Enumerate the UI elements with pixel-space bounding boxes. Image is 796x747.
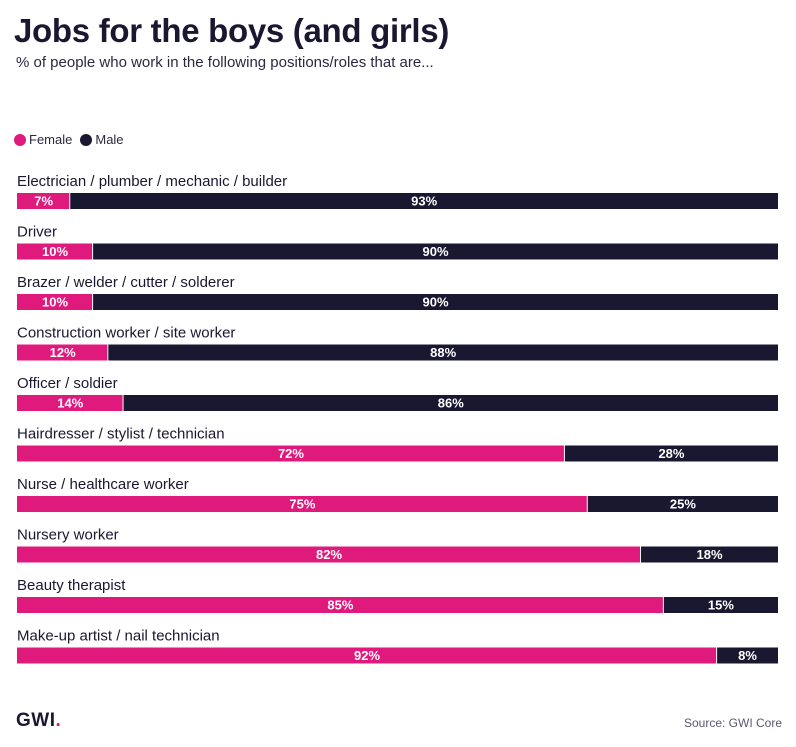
female-bar-segment [17, 546, 641, 563]
female-bar-segment [17, 445, 564, 462]
male-value-label: 88% [430, 345, 456, 360]
male-value-label: 8% [738, 648, 757, 663]
category-label: Hairdresser / stylist / technician [17, 426, 225, 443]
category-label: Beauty therapist [17, 577, 126, 594]
male-bar-segment [93, 243, 779, 260]
gwi-logo: GWI. [16, 710, 61, 732]
female-value-label: 7% [34, 194, 53, 209]
logo-text: GWI [16, 710, 56, 731]
male-value-label: 28% [658, 446, 684, 461]
female-value-label: 10% [42, 244, 68, 259]
male-swatch-icon [80, 133, 93, 146]
chart-title: Jobs for the boys (and girls) [14, 12, 450, 49]
male-bar-segment [123, 395, 779, 411]
male-value-label: 93% [411, 194, 437, 209]
source-note: Source: GWI Core [683, 716, 782, 730]
female-bar-segment [17, 344, 108, 361]
male-value-label: 15% [708, 598, 734, 613]
male-value-label: 86% [438, 396, 464, 411]
chart-subtitle: % of people who work in the following po… [16, 54, 434, 71]
category-label: Make-up artist / nail technician [17, 628, 220, 645]
male-bar-segment [108, 344, 778, 361]
female-swatch-icon [14, 133, 26, 146]
category-label: Brazer / welder / cutter / solderer [17, 274, 235, 291]
female-bar-segment [17, 294, 93, 310]
female-value-label: 92% [354, 648, 380, 663]
male-bar-segment [641, 546, 778, 563]
female-value-label: 10% [42, 295, 68, 310]
legend-item-male: Male [80, 132, 124, 147]
female-value-label: 72% [278, 446, 304, 461]
female-bar-segment [17, 243, 93, 260]
male-bar-segment [70, 193, 778, 209]
logo-dot: . [55, 710, 62, 731]
female-value-label: 12% [50, 345, 76, 360]
category-label: Nursery worker [17, 527, 119, 544]
category-label: Officer / soldier [17, 375, 118, 392]
female-value-label: 14% [57, 396, 83, 411]
category-label: Construction worker / site worker [17, 325, 235, 342]
male-value-label: 25% [670, 497, 696, 512]
female-value-label: 85% [327, 598, 353, 613]
female-bar-segment [17, 647, 717, 664]
female-bar-segment [17, 193, 70, 209]
legend-male-label: Male [95, 132, 124, 147]
legend-female-label: Female [29, 132, 73, 147]
female-value-label: 75% [289, 497, 315, 512]
male-value-label: 90% [423, 244, 449, 259]
male-bar-segment [587, 496, 778, 512]
female-value-label: 82% [316, 547, 342, 562]
male-bar-segment [93, 294, 779, 310]
category-label: Driver [17, 224, 57, 241]
category-label: Electrician / plumber / mechanic / build… [17, 173, 287, 190]
legend-item-female: Female [14, 132, 72, 147]
female-bar-segment [17, 597, 663, 613]
female-bar-segment [17, 395, 123, 411]
male-value-label: 90% [423, 295, 449, 310]
male-bar-segment [717, 647, 778, 664]
female-bar-segment [17, 496, 587, 512]
male-value-label: 18% [696, 547, 722, 562]
category-label: Nurse / healthcare worker [17, 476, 189, 493]
male-bar-segment [564, 445, 778, 462]
male-bar-segment [663, 597, 778, 613]
legend: Female Male [14, 132, 132, 147]
